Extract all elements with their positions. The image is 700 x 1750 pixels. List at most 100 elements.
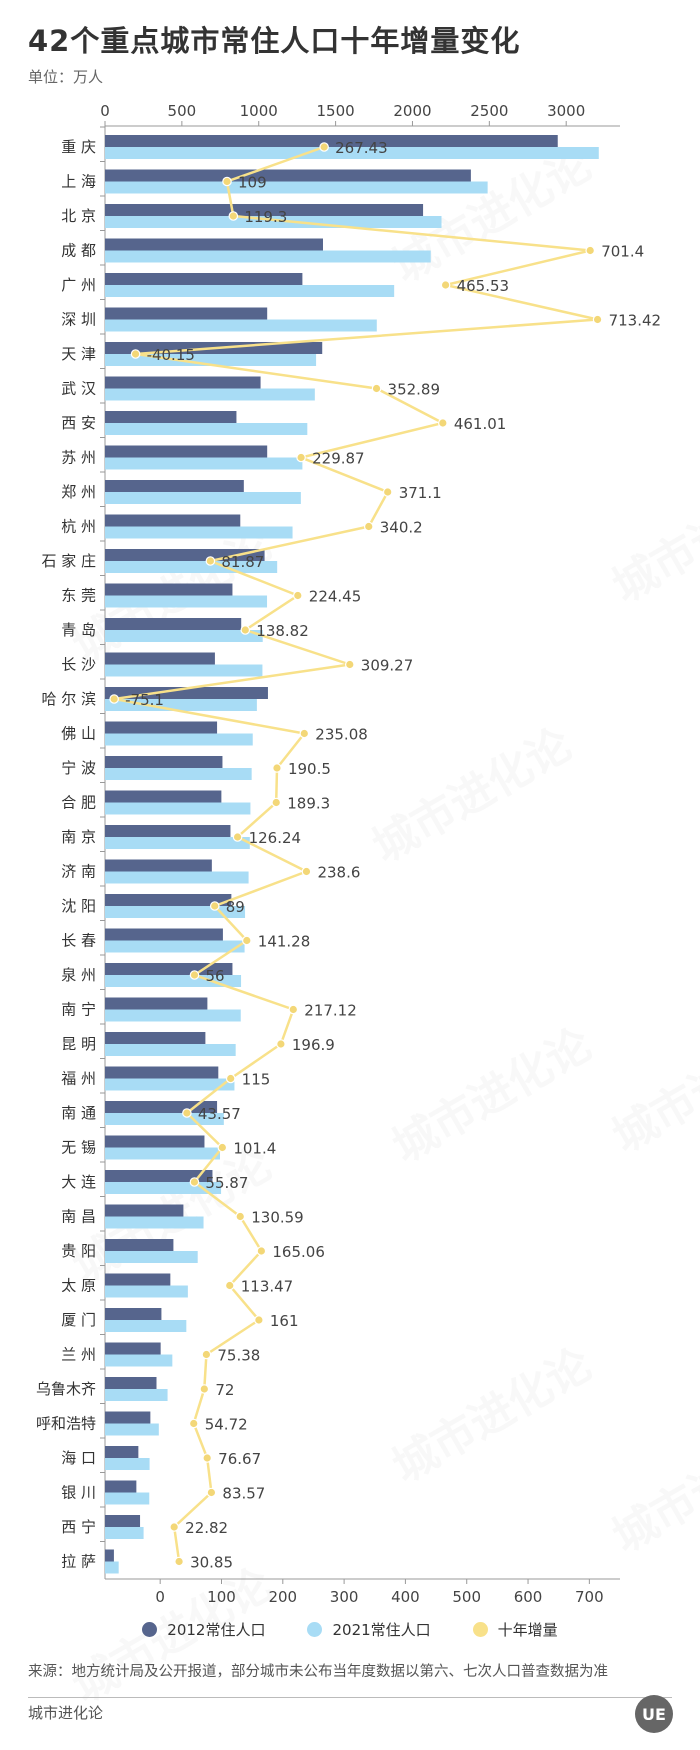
- growth-data-label: 115: [242, 1071, 271, 1089]
- growth-point: [288, 1004, 299, 1015]
- growth-data-label: 371.1: [399, 484, 442, 502]
- growth-data-label: 217.12: [304, 1002, 357, 1020]
- growth-data-label: 109: [238, 174, 267, 192]
- legend-item-growth: 十年增量: [472, 1619, 558, 1640]
- growth-data-label: 130.59: [251, 1209, 304, 1227]
- category-label: 大 连: [61, 1173, 96, 1191]
- bar-2012: [105, 687, 268, 699]
- combo-chart: 0 500 1000 1500 2000 2500 3000 0 100 200 300 400 500…: [36, 102, 662, 1606]
- bar-2012: [105, 928, 223, 941]
- growth-data-label: 81.87: [221, 553, 264, 571]
- growth-data-label: 161: [270, 1312, 299, 1330]
- growth-point: [371, 383, 382, 394]
- bottom-axis-tick-label: 300: [330, 1588, 359, 1606]
- growth-data-label: 309.27: [361, 657, 414, 675]
- bar-2012: [105, 859, 212, 872]
- legend: 2012常住人口 2021常住人口 十年增量: [0, 1619, 700, 1640]
- category-label: 沈 阳: [61, 897, 96, 915]
- category-label: 上 海: [61, 173, 96, 191]
- bar-2021: [105, 1147, 220, 1160]
- category-label: 西 宁: [61, 1518, 96, 1536]
- growth-data-label: 340.2: [380, 519, 423, 537]
- bar-2012: [105, 997, 208, 1010]
- growth-data-label: 235.08: [315, 726, 368, 744]
- growth-point: [299, 728, 310, 739]
- brand-logo: UE: [635, 1695, 673, 1733]
- top-axis-tick-label: 1000: [240, 102, 278, 120]
- growth-point: [276, 1039, 286, 1049]
- category-label: 长 春: [61, 932, 96, 950]
- growth-point: [240, 625, 251, 635]
- category-label: 合 肥: [61, 794, 96, 812]
- bar-2012: [105, 583, 233, 596]
- category-label: 南 通: [61, 1104, 96, 1122]
- legend-item-2021: 2021常住人口: [307, 1619, 431, 1640]
- bar-2012: [105, 376, 261, 389]
- bar-2012: [105, 1515, 141, 1527]
- growth-point: [205, 556, 216, 566]
- bar-2012: [105, 238, 323, 251]
- growth-data-label: 713.42: [609, 312, 662, 330]
- growth-data-label: 138.82: [256, 622, 309, 640]
- category-label: 昆 明: [61, 1035, 96, 1053]
- growth-point: [217, 1142, 228, 1153]
- bar-2021: [105, 975, 242, 987]
- growth-point: [254, 1315, 264, 1325]
- category-label: 北 京: [61, 207, 96, 225]
- bar-2021: [105, 1527, 144, 1539]
- bar-2012: [105, 756, 223, 768]
- growth-data-label: 229.87: [312, 450, 365, 468]
- bar-2021: [105, 733, 253, 746]
- growth-point: [592, 314, 603, 325]
- bar-2021: [105, 1285, 188, 1298]
- growth-data-label: 101.4: [233, 1140, 276, 1158]
- bar-2012: [105, 1204, 184, 1217]
- growth-line: [113, 145, 598, 1562]
- growth-point: [199, 1384, 210, 1394]
- growth-point: [130, 349, 141, 359]
- category-label: 成 都: [61, 242, 96, 260]
- bottom-axis-tick-label: 0: [155, 1588, 165, 1606]
- bar-2012: [105, 1066, 219, 1079]
- bar-2021: [105, 699, 257, 711]
- growth-data-label: 267.43: [335, 139, 388, 157]
- bar-2021: [105, 526, 293, 539]
- bottom-axis-tick-label: 500: [452, 1588, 481, 1606]
- growth-data-label: 465.53: [457, 277, 510, 295]
- category-label: 佛 山: [61, 725, 96, 743]
- bar-2021: [105, 837, 250, 849]
- growth-data-label: 119.3: [244, 208, 287, 226]
- bar-2021: [105, 1251, 198, 1263]
- bar-2012: [105, 1135, 205, 1148]
- growth-data-label: 43.57: [198, 1105, 241, 1123]
- category-label: 东 莞: [61, 587, 96, 605]
- growth-data-label: 113.47: [241, 1278, 294, 1296]
- chart-title: 42个重点城市常住人口十年增量变化: [28, 24, 521, 58]
- category-label: 南 宁: [61, 1001, 96, 1019]
- top-axis-tick-label: 1500: [317, 102, 355, 120]
- legend-label-2012: 2012常住人口: [167, 1621, 266, 1639]
- growth-data-label: 56: [206, 967, 225, 985]
- bar-2012: [105, 721, 218, 734]
- bar-2012: [105, 204, 424, 216]
- legend-label-growth: 十年增量: [497, 1621, 558, 1639]
- category-label: 厦 门: [61, 1311, 96, 1329]
- bar-2012: [105, 894, 232, 906]
- legend-dot-growth: [472, 1622, 488, 1637]
- growth-point: [256, 1246, 267, 1256]
- growth-point: [188, 1418, 199, 1429]
- bar-2021: [105, 1216, 204, 1229]
- bar-2012: [105, 411, 237, 423]
- growth-data-label: 224.45: [309, 588, 362, 606]
- category-label: 济 南: [61, 863, 96, 881]
- bar-2012: [105, 1170, 213, 1182]
- bar-2012: [105, 1480, 137, 1493]
- legend-dot-2021: [307, 1622, 323, 1637]
- category-label: 无 锡: [61, 1139, 96, 1157]
- bar-2021: [105, 802, 251, 815]
- category-label: 银 川: [61, 1484, 96, 1502]
- bar-2012: [105, 273, 303, 285]
- category-label: 深 圳: [61, 311, 96, 329]
- bar-2021: [105, 1389, 168, 1401]
- bar-2021: [105, 1320, 187, 1332]
